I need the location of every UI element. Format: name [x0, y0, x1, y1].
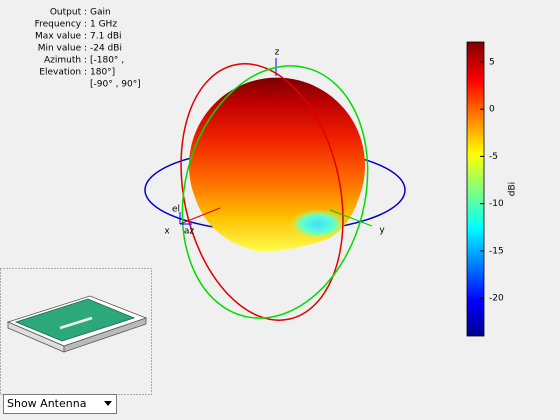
- tick-label: 5: [489, 57, 495, 67]
- axis-label: el: [172, 205, 180, 215]
- info-value: [-90° , 90°]: [90, 80, 141, 90]
- elevation-circle: [180, 63, 344, 321]
- dropdown-value[interactable]: Show Antenna: [7, 397, 86, 410]
- colorbar-ticks: 5 0 -5 -10 -15 -20: [480, 57, 504, 304]
- info-value: Gain: [90, 8, 111, 18]
- dropdown-box[interactable]: [3, 394, 117, 414]
- dropdown-arrow[interactable]: [104, 401, 112, 406]
- dropdown[interactable]: Show Antenna: [3, 394, 117, 414]
- info-label: Azimuth :: [44, 56, 87, 66]
- info-value: [-180° ,: [90, 56, 124, 66]
- axis-label: az: [184, 227, 195, 237]
- elevation-circle-2: [181, 65, 369, 319]
- tick-label: 0: [489, 105, 495, 115]
- info-label: Frequency :: [35, 20, 87, 30]
- info-value: 7.1 dBi: [90, 32, 122, 42]
- x-axis: [179, 207, 221, 225]
- info-label: Max value :: [35, 32, 87, 42]
- tick-label: -10: [489, 199, 504, 209]
- tick-label: -15: [489, 246, 504, 256]
- axis-label: x: [164, 227, 170, 237]
- info-label: Elevation :: [39, 68, 87, 78]
- axis-label: y: [379, 226, 385, 236]
- info-value: -24 dBi: [90, 44, 122, 54]
- antenna-preview: [0, 268, 152, 395]
- info-label: Output :: [50, 8, 87, 18]
- y-axis: [329, 209, 373, 227]
- antenna-model: [6, 295, 148, 353]
- pattern-surface: [189, 77, 365, 252]
- info-value: 180°]: [90, 68, 115, 78]
- pattern: z x y el az: [144, 48, 406, 321]
- pattern-null: [290, 209, 346, 239]
- info-value: 1 GHz: [90, 20, 117, 30]
- colorbar-label: dBi: [508, 182, 518, 196]
- info-label: Min value :: [38, 44, 87, 54]
- axis-label: z: [275, 48, 280, 58]
- tick-label: -20: [489, 294, 504, 304]
- colorbar: [466, 41, 485, 337]
- tick-label: -5: [489, 152, 498, 162]
